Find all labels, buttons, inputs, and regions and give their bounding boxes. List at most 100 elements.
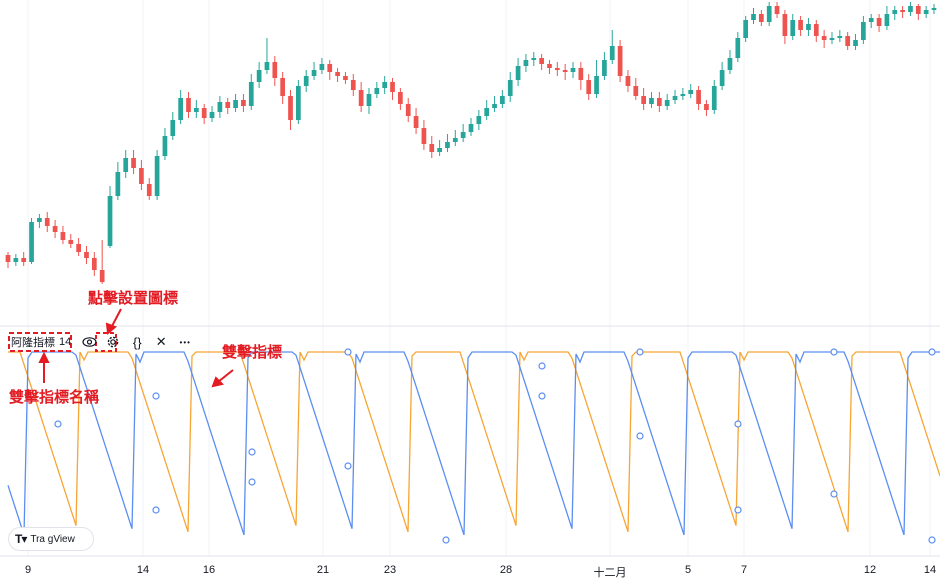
candle-body	[468, 124, 474, 132]
aroon-marker	[538, 362, 546, 370]
candle-body	[60, 232, 66, 240]
candle-body	[37, 218, 42, 222]
candle-body	[774, 6, 780, 14]
aroon-crossover-markers	[54, 348, 936, 544]
candle-body	[711, 86, 717, 110]
candle-body	[311, 70, 317, 76]
candle-body	[641, 96, 646, 104]
candle-body	[853, 40, 858, 46]
candle-body	[664, 100, 670, 106]
time-axis-label: 十二月	[593, 567, 627, 579]
candle-body	[868, 18, 874, 22]
candlestick-series	[5, 2, 937, 284]
candle-body	[672, 96, 678, 100]
candle-body	[766, 6, 772, 22]
candle-body	[696, 90, 701, 104]
candle-body	[327, 64, 333, 72]
aroon-marker	[928, 348, 936, 356]
candle-body	[162, 136, 168, 156]
candle-body	[704, 104, 709, 110]
candle-body	[609, 46, 615, 60]
aroon-marker	[344, 462, 352, 470]
time-axis-label: 14	[136, 564, 150, 576]
candle-body	[531, 58, 537, 60]
aroon-marker	[830, 348, 838, 356]
candle-body	[131, 158, 136, 168]
candle-body	[225, 102, 231, 108]
candle-body	[759, 14, 764, 22]
candle-body	[413, 116, 419, 128]
candle-body	[272, 62, 278, 78]
arrow-to-line	[211, 369, 234, 388]
candle-body	[280, 78, 286, 96]
candle-body	[931, 8, 937, 10]
chart-grid	[27, 0, 931, 556]
candle-body	[915, 6, 921, 14]
aroon-marker	[538, 392, 546, 400]
candle-body	[319, 64, 325, 70]
tradingview-logo[interactable]: T▾ Tra gView	[8, 527, 94, 551]
time-axis-label: 14	[923, 564, 937, 576]
candle-body	[288, 96, 293, 120]
candle-body	[570, 68, 576, 72]
time-axis-label: 23	[383, 564, 397, 576]
candle-body	[625, 76, 631, 86]
candle-body	[13, 258, 19, 262]
aroon-up-line[interactable]	[8, 351, 940, 532]
braces-icon[interactable]: {}	[132, 334, 142, 350]
indicator-legend: 阿隆指標 14 {} ✕ •••	[8, 332, 194, 352]
candle-body	[421, 128, 427, 144]
aroon-marker	[636, 432, 644, 440]
candle-body	[209, 112, 215, 118]
candle-body	[633, 86, 639, 96]
candle-body	[21, 258, 27, 262]
candle-body	[107, 196, 113, 246]
candle-body	[900, 10, 905, 12]
time-axis-label: 12	[863, 564, 877, 576]
aroon-indicator-pane[interactable]	[7, 348, 940, 544]
candle-body	[500, 96, 505, 104]
aroon-marker	[734, 420, 742, 428]
annotation-double-click-indicator: 雙擊指標	[222, 343, 283, 361]
candle-body	[594, 76, 599, 94]
candle-body	[735, 38, 741, 58]
candle-body	[146, 184, 152, 196]
time-axis-label: 21	[316, 564, 330, 576]
eye-icon[interactable]	[80, 333, 98, 351]
candle-body	[523, 60, 529, 66]
candle-body	[186, 98, 191, 112]
candle-body	[68, 240, 74, 244]
candle-body	[343, 76, 348, 80]
candle-body	[154, 156, 160, 196]
candle-body	[782, 14, 788, 36]
indicator-title[interactable]: 阿隆指標 14	[8, 333, 74, 351]
candle-body	[515, 66, 521, 80]
candle-body	[445, 142, 450, 148]
candle-body	[178, 98, 183, 120]
candle-body	[617, 46, 623, 76]
aroon-marker	[734, 506, 742, 514]
time-axis-label: 9	[24, 564, 32, 576]
time-axis-label: 28	[499, 564, 513, 576]
candle-body	[790, 20, 796, 36]
candle-body	[123, 158, 129, 172]
candle-body	[743, 20, 749, 38]
candle-body	[248, 82, 254, 106]
aroon-marker	[152, 392, 160, 400]
time-axis-label: 5	[684, 564, 692, 576]
candle-body	[296, 86, 301, 120]
candle-body	[649, 98, 654, 104]
candle-body	[358, 90, 364, 106]
candle-body	[366, 94, 372, 106]
indicator-name[interactable]: 阿隆指標	[11, 337, 55, 349]
aroon-down-line[interactable]	[7, 351, 940, 536]
more-icon[interactable]: •••	[179, 337, 191, 347]
aroon-marker	[248, 448, 256, 456]
tradingview-logo-icon: T▾	[15, 532, 27, 546]
candle-body	[602, 60, 607, 76]
aroon-marker	[248, 478, 256, 486]
gear-icon[interactable]	[104, 333, 122, 351]
close-icon[interactable]: ✕	[155, 334, 167, 349]
candle-body	[350, 80, 356, 90]
